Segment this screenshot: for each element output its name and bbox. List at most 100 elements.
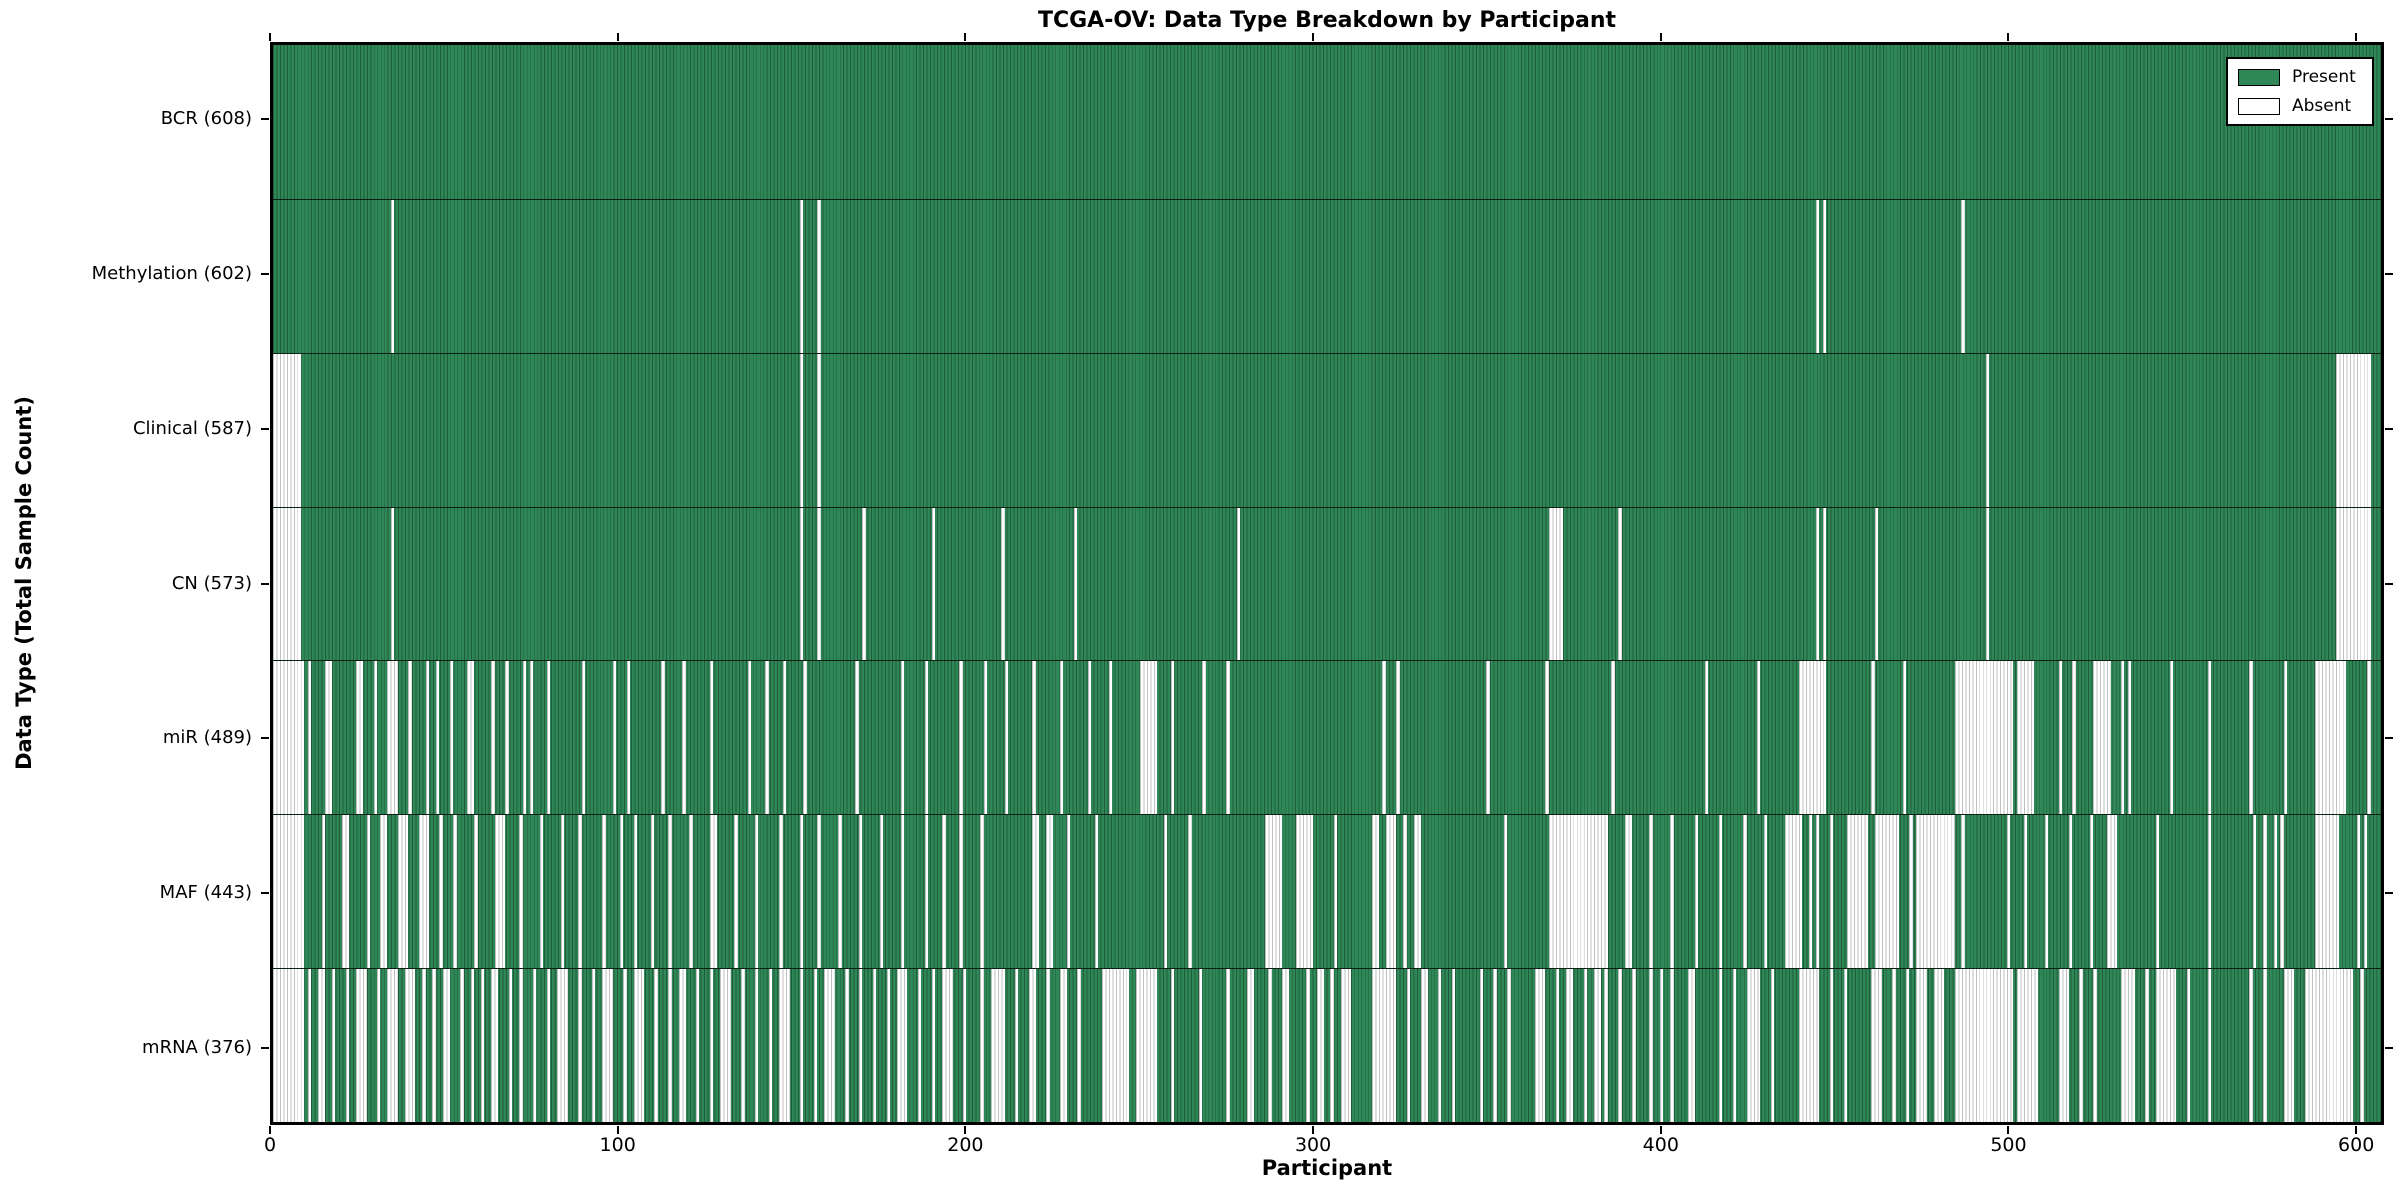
- absent-block: [709, 969, 714, 1122]
- absent-block: [390, 199, 395, 353]
- absent-block: [1670, 815, 1674, 969]
- absent-block: [1555, 969, 1560, 1122]
- absent-block: [1198, 969, 1203, 1122]
- y-tick-right-mark: [2385, 427, 2393, 430]
- legend-label: Present: [2292, 67, 2356, 87]
- x-tick-label-300: 300: [1294, 1134, 1332, 1156]
- absent-block: [2207, 661, 2212, 815]
- absent-block: [1247, 969, 1255, 1122]
- absent-block: [578, 815, 582, 969]
- absent-block: [817, 507, 821, 661]
- absent-block: [1798, 661, 1827, 815]
- absent-block: [924, 661, 929, 815]
- absent-block: [2093, 969, 2097, 1122]
- absent-block: [345, 969, 350, 1122]
- absent-block: [924, 815, 929, 969]
- y-tick-left-mark: [261, 273, 269, 276]
- absent-block: [2169, 661, 2173, 815]
- absent-block: [2367, 661, 2371, 815]
- absent-block: [1604, 969, 1608, 1122]
- absent-block: [505, 661, 509, 815]
- absent-block: [435, 661, 440, 815]
- absent-block: [2044, 815, 2049, 969]
- x-tick-top-mark: [2007, 33, 2010, 41]
- absent-block: [1032, 661, 1036, 815]
- absent-block: [1583, 969, 1588, 1122]
- absent-block: [1808, 815, 1813, 969]
- absent-block: [2249, 661, 2253, 815]
- plot-area: [270, 42, 2384, 1125]
- absent-block: [2145, 969, 2149, 1122]
- absent-block: [1874, 815, 1900, 969]
- absent-block: [390, 507, 395, 661]
- legend-label: Absent: [2292, 96, 2352, 116]
- absent-block: [1649, 815, 1653, 969]
- absent-block: [1372, 969, 1397, 1122]
- absent-block: [2283, 661, 2288, 815]
- absent-block: [817, 815, 821, 969]
- absent-block: [1032, 815, 1040, 969]
- absent-block: [633, 969, 644, 1122]
- absent-block: [591, 969, 596, 1122]
- absent-block: [1046, 969, 1050, 1122]
- absent-block: [408, 661, 412, 815]
- absent-block: [1382, 661, 1386, 815]
- absent-block: [1139, 661, 1158, 815]
- y-tick-right-mark: [2385, 891, 2393, 894]
- absent-block: [1396, 661, 1400, 815]
- absent-block: [747, 661, 752, 815]
- y-tick-right-mark: [2385, 582, 2393, 585]
- absent-block: [1028, 969, 1036, 1122]
- absent-block: [318, 969, 325, 1122]
- absent-block: [1108, 661, 1113, 815]
- absent-block: [1618, 969, 1622, 1122]
- absent-block: [557, 969, 568, 1122]
- y-tick-label-miR: miR (489): [162, 727, 252, 749]
- absent-block: [1625, 815, 1633, 969]
- absent-block: [1264, 815, 1282, 969]
- absent-block: [273, 507, 301, 661]
- absent-block: [2360, 969, 2364, 1122]
- absent-block: [1632, 969, 1636, 1122]
- absent-block: [1188, 815, 1192, 969]
- absent-block: [1732, 969, 1737, 1122]
- y-tick-left-mark: [261, 891, 269, 894]
- absent-block: [1420, 969, 1428, 1122]
- absent-block: [560, 815, 565, 969]
- x-tick-label-0: 0: [263, 1134, 277, 1156]
- absent-block: [1902, 661, 1906, 815]
- absent-block: [474, 815, 478, 969]
- absent-block: [519, 969, 523, 1122]
- absent-block: [508, 969, 513, 1122]
- absent-block: [1906, 969, 1910, 1122]
- absent-block: [623, 969, 627, 1122]
- absent-block: [800, 815, 804, 969]
- absent-block: [366, 815, 371, 969]
- absent-block: [838, 815, 842, 969]
- row-band-BCR: [273, 45, 2381, 199]
- absent-block: [897, 969, 908, 1122]
- absent-block: [2249, 969, 2253, 1122]
- legend-entry-present: Present: [2238, 67, 2362, 87]
- absent-block: [1954, 661, 2014, 815]
- absent-block: [1985, 353, 1990, 507]
- absent-block: [2023, 815, 2028, 969]
- absent-block: [1822, 199, 1827, 353]
- absent-block: [782, 661, 787, 815]
- absent-block: [654, 969, 658, 1122]
- absent-block: [689, 815, 693, 969]
- absent-block: [470, 969, 475, 1122]
- absent-block: [2016, 969, 2038, 1122]
- absent-block: [602, 969, 613, 1122]
- absent-block: [1493, 969, 1497, 1122]
- absent-block: [1486, 661, 1490, 815]
- absent-block: [467, 661, 475, 815]
- absent-block: [1687, 969, 1695, 1122]
- absent-block: [2155, 969, 2177, 1122]
- absent-block: [1503, 815, 1508, 969]
- absent-block: [377, 969, 381, 1122]
- absent-block: [449, 661, 454, 815]
- absent-block: [2186, 969, 2191, 1122]
- absent-block: [1406, 969, 1411, 1122]
- absent-block: [1961, 199, 1965, 353]
